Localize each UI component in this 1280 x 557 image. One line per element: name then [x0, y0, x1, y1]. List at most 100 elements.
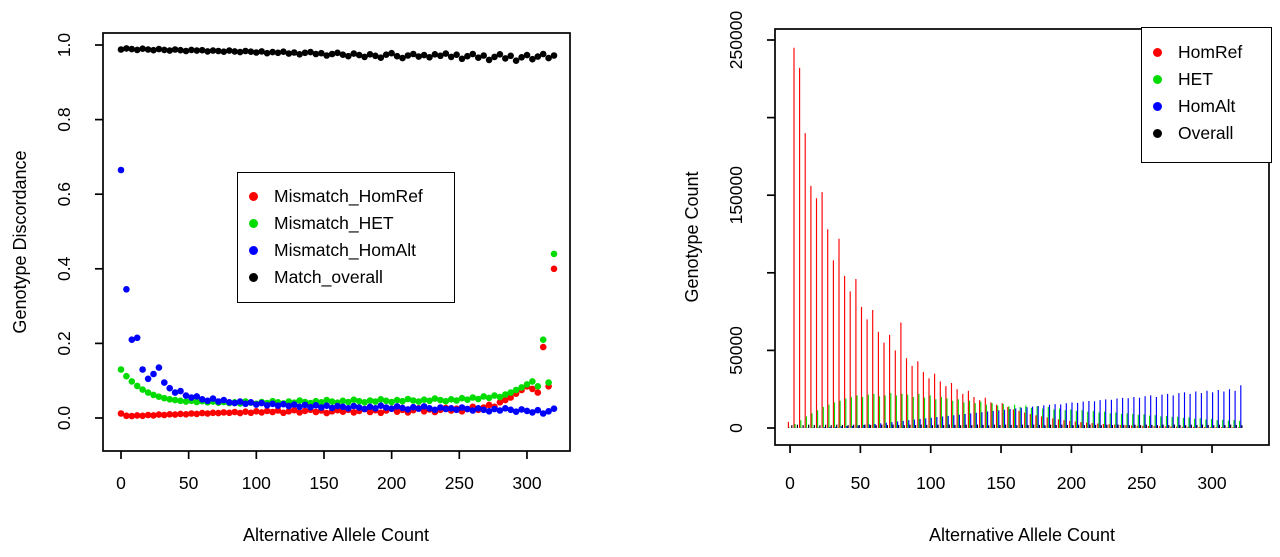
data-point [447, 405, 455, 412]
data-point [523, 51, 531, 59]
data-point [420, 408, 428, 415]
y-tick-label: 250000 [726, 11, 746, 70]
data-point [161, 411, 168, 419]
data-point [426, 397, 433, 405]
data-point [350, 50, 358, 57]
data-point [247, 48, 255, 55]
data-point [447, 396, 455, 403]
data-point [480, 406, 488, 414]
data-point [420, 51, 428, 59]
data-point [442, 397, 450, 405]
data-point [410, 397, 417, 404]
data-point [339, 403, 347, 411]
data-point [139, 366, 146, 373]
series-HET [788, 393, 1241, 428]
data-point [161, 46, 168, 54]
data-point [366, 408, 374, 416]
data-point [161, 379, 168, 386]
left-plot: 0 50 100 150 200 250 300 0.0 0.2 0.4 0.6 0.8 1.0 [54, 32, 571, 493]
data-point [529, 55, 536, 63]
data-point [220, 48, 228, 55]
data-point [144, 389, 152, 396]
data-point [220, 409, 228, 416]
data-point [318, 49, 325, 57]
legend-label: Mismatch_HomRef [274, 186, 423, 206]
data-point [301, 49, 309, 57]
data-point [128, 45, 136, 53]
data-point [523, 407, 531, 415]
legend-item-Mismatch_HomRef: Mismatch_HomRef [238, 183, 454, 210]
data-point [361, 53, 368, 61]
y-tick-label: 1.0 [54, 33, 74, 58]
data-point [550, 250, 558, 258]
data-point [507, 406, 514, 414]
data-point [307, 48, 314, 56]
legend-item-Match_overall: Match_overall [238, 264, 454, 291]
data-point [193, 398, 201, 406]
data-point [312, 408, 320, 416]
series-Overall [791, 424, 1243, 428]
data-point [166, 396, 173, 403]
data-point [144, 46, 152, 53]
x-tick-label: 300 [512, 473, 541, 493]
data-point [258, 399, 266, 407]
legend-item-Overall: Overall [1142, 120, 1271, 147]
data-point [523, 381, 531, 388]
data-point [123, 412, 130, 420]
data-point [512, 57, 520, 64]
data-point [539, 336, 547, 344]
data-point [420, 396, 428, 404]
legend-dot-icon [1153, 75, 1162, 84]
right-y-axis-title: Genotype Count [682, 171, 702, 303]
data-point [296, 397, 303, 404]
x-tick-label: 150 [986, 473, 1015, 493]
data-point [502, 55, 509, 62]
data-point [491, 392, 498, 399]
data-point [458, 404, 466, 411]
x-tick-label: 50 [179, 473, 199, 493]
data-point [377, 409, 385, 417]
data-point [242, 47, 249, 55]
data-point [431, 51, 439, 58]
data-point [339, 51, 347, 58]
data-point [437, 52, 444, 60]
x-tick-label: 0 [116, 473, 126, 493]
left-plot-legend: Mismatch_HomRef Mismatch_HET Mismatch_HomA… [237, 172, 455, 303]
data-point [290, 49, 298, 56]
data-point [258, 48, 266, 55]
data-point [475, 405, 482, 412]
data-point [345, 405, 352, 412]
data-point [242, 408, 249, 416]
data-point [366, 403, 374, 411]
data-point [133, 334, 141, 342]
data-point [372, 52, 379, 60]
data-point [539, 50, 547, 58]
legend-dot-icon [1153, 102, 1162, 111]
data-point [274, 49, 282, 57]
data-point [404, 52, 412, 59]
data-point [161, 394, 168, 402]
data-point [204, 397, 211, 405]
data-point [426, 54, 433, 61]
data-point [475, 395, 482, 403]
x-tick-label: 250 [445, 473, 474, 493]
data-point [420, 403, 428, 410]
data-point [550, 52, 558, 59]
data-point [198, 46, 206, 54]
legend-dot-icon [1153, 48, 1162, 57]
data-point [485, 394, 493, 402]
x-tick-label: 50 [851, 473, 871, 493]
data-point [393, 408, 401, 416]
data-point [171, 389, 179, 396]
data-point [150, 370, 157, 378]
data-point [209, 395, 217, 402]
data-point [534, 53, 542, 60]
data-point [328, 50, 336, 58]
data-point [415, 53, 423, 60]
data-point [231, 48, 238, 55]
data-point [242, 400, 249, 408]
data-point [361, 399, 368, 406]
series-HomAlt [795, 385, 1242, 428]
left-plot-box [102, 32, 571, 452]
